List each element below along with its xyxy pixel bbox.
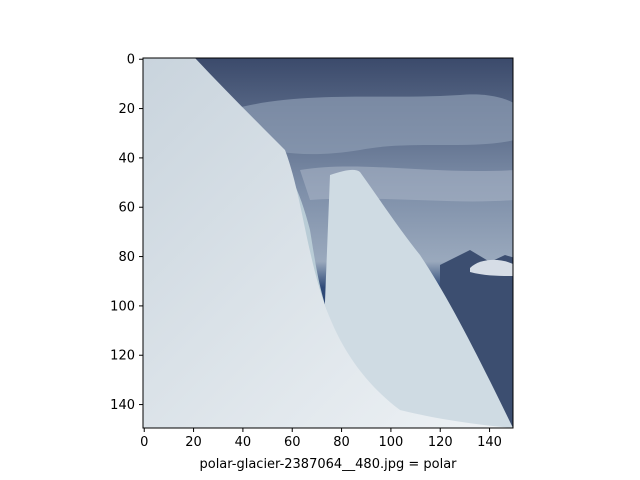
snow-slope <box>143 58 513 428</box>
x-tick-label: 140 <box>477 435 502 450</box>
y-tick-label: 40 <box>118 151 135 166</box>
y-tick-label: 0 <box>127 53 135 68</box>
glacier-image <box>143 58 513 428</box>
x-tick-label: 40 <box>235 435 252 450</box>
y-tick-label: 60 <box>118 201 135 216</box>
x-axis: 0 20 40 60 80 100 120 140 <box>140 428 502 450</box>
y-tick-label: 100 <box>110 299 135 314</box>
x-tick-label: 120 <box>428 435 453 450</box>
distant-cloud <box>470 259 513 276</box>
x-tick-label: 0 <box>140 435 148 450</box>
cloud-band <box>230 94 513 155</box>
y-tick-label: 120 <box>110 349 135 364</box>
y-axis: 0 20 40 60 80 100 120 140 <box>110 53 143 413</box>
y-tick-label: 80 <box>118 250 135 265</box>
x-axis-label: polar-glacier-2387064__480.jpg = polar <box>199 457 457 472</box>
x-tick-label: 20 <box>185 435 202 450</box>
y-tick-label: 20 <box>118 102 135 117</box>
x-tick-label: 60 <box>284 435 301 450</box>
x-tick-label: 80 <box>333 435 350 450</box>
axes-frame <box>142 57 514 429</box>
y-tick-label: 140 <box>110 398 135 413</box>
x-tick-label: 100 <box>378 435 403 450</box>
ice-ridge <box>320 169 513 428</box>
